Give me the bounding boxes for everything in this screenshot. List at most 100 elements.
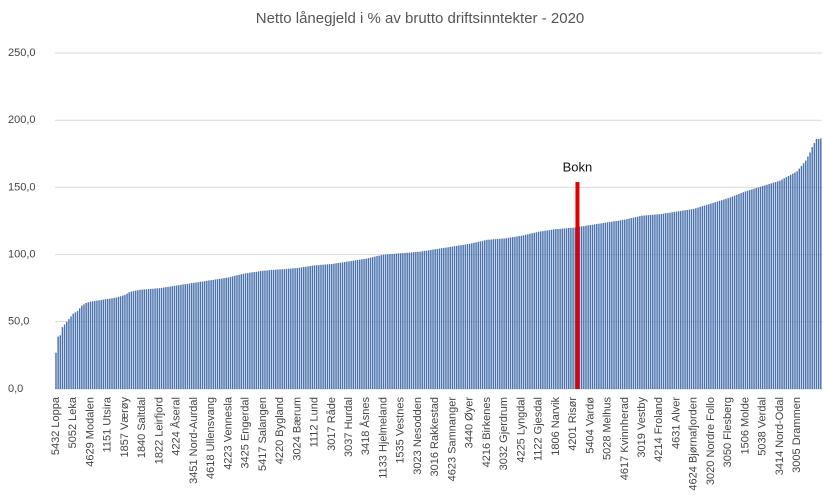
x-tick-label: 3440 Øyer bbox=[464, 397, 476, 449]
bar bbox=[369, 257, 372, 389]
bar bbox=[455, 245, 458, 389]
bar bbox=[436, 248, 439, 389]
bar bbox=[199, 281, 202, 389]
bar bbox=[361, 259, 363, 389]
bar bbox=[563, 228, 566, 389]
x-tick-label: 1857 Værøy bbox=[119, 397, 131, 458]
bar bbox=[134, 290, 137, 389]
x-tick-label: 3414 Nord-Odal bbox=[774, 397, 786, 475]
bar bbox=[281, 269, 283, 389]
x-tick-label: 4623 Samnanger bbox=[446, 397, 458, 482]
bar bbox=[98, 300, 100, 389]
bar bbox=[182, 284, 184, 389]
bar bbox=[128, 292, 130, 389]
bar bbox=[109, 298, 111, 389]
bar bbox=[264, 270, 266, 389]
bar bbox=[178, 285, 180, 389]
bar bbox=[632, 217, 635, 389]
bar bbox=[154, 288, 156, 389]
bar bbox=[201, 281, 204, 389]
bar bbox=[111, 298, 113, 389]
y-tick-label: 0,0 bbox=[8, 383, 23, 395]
bar bbox=[682, 210, 684, 389]
bar bbox=[305, 266, 307, 389]
bar bbox=[350, 261, 352, 389]
bar bbox=[160, 287, 163, 389]
bar bbox=[568, 227, 570, 389]
bar bbox=[529, 233, 531, 389]
bar bbox=[268, 270, 270, 389]
bar bbox=[96, 300, 98, 389]
bar bbox=[805, 160, 807, 389]
bar bbox=[643, 215, 645, 389]
bar bbox=[460, 245, 462, 389]
bar bbox=[137, 290, 139, 389]
bar bbox=[764, 185, 766, 389]
bar bbox=[789, 174, 792, 389]
bar bbox=[587, 225, 589, 389]
bar bbox=[307, 266, 309, 389]
bar bbox=[667, 212, 669, 389]
bar bbox=[363, 258, 365, 389]
bar bbox=[533, 232, 536, 389]
bar bbox=[290, 268, 292, 389]
x-tick-label: 1840 Saltdal bbox=[136, 397, 148, 458]
bar bbox=[794, 172, 796, 389]
bar bbox=[634, 217, 637, 389]
bar bbox=[335, 263, 337, 389]
bar bbox=[61, 327, 64, 389]
bar bbox=[759, 186, 762, 389]
x-tick-label: 5038 Verdal bbox=[757, 397, 769, 456]
bar bbox=[716, 201, 719, 389]
x-tick-label: 4201 Risør bbox=[567, 397, 579, 451]
bar bbox=[813, 143, 816, 389]
bar bbox=[238, 274, 240, 389]
bar bbox=[294, 268, 296, 389]
bar bbox=[729, 197, 732, 389]
bar bbox=[723, 199, 725, 389]
bar bbox=[600, 223, 602, 389]
bar bbox=[699, 206, 701, 389]
bar bbox=[537, 231, 540, 389]
bar bbox=[710, 203, 712, 389]
bar bbox=[748, 190, 751, 389]
bar bbox=[326, 264, 329, 389]
bar bbox=[796, 171, 798, 389]
bar bbox=[481, 240, 484, 389]
bar bbox=[725, 198, 727, 389]
bar bbox=[445, 247, 447, 389]
bar bbox=[277, 269, 279, 389]
bar bbox=[406, 252, 408, 389]
bar bbox=[708, 204, 710, 389]
bar bbox=[479, 241, 482, 389]
bar bbox=[423, 250, 426, 389]
bar bbox=[602, 223, 604, 389]
bar bbox=[356, 259, 359, 389]
bar bbox=[483, 240, 486, 389]
bar bbox=[542, 231, 544, 389]
bar bbox=[89, 301, 92, 389]
bar bbox=[473, 242, 475, 389]
bar bbox=[509, 237, 512, 389]
bar bbox=[300, 267, 303, 389]
x-tick-label: 3050 Flesberg bbox=[722, 397, 734, 467]
bar bbox=[535, 232, 538, 389]
bar bbox=[755, 188, 757, 389]
bar bbox=[322, 264, 324, 389]
bar bbox=[195, 282, 197, 389]
bar bbox=[117, 296, 120, 389]
bar bbox=[173, 285, 176, 389]
bar bbox=[119, 296, 122, 389]
bar bbox=[391, 253, 393, 389]
y-tick-label: 150,0 bbox=[8, 181, 36, 193]
bar bbox=[346, 261, 348, 389]
bar bbox=[94, 300, 96, 389]
x-tick-label: 4214 Froland bbox=[653, 397, 665, 462]
bar bbox=[236, 275, 238, 389]
x-tick-label: 5404 Vardø bbox=[584, 397, 596, 454]
bar bbox=[257, 271, 260, 389]
bar bbox=[74, 312, 77, 389]
x-tick-label: 1133 Hjelmeland bbox=[377, 397, 389, 479]
